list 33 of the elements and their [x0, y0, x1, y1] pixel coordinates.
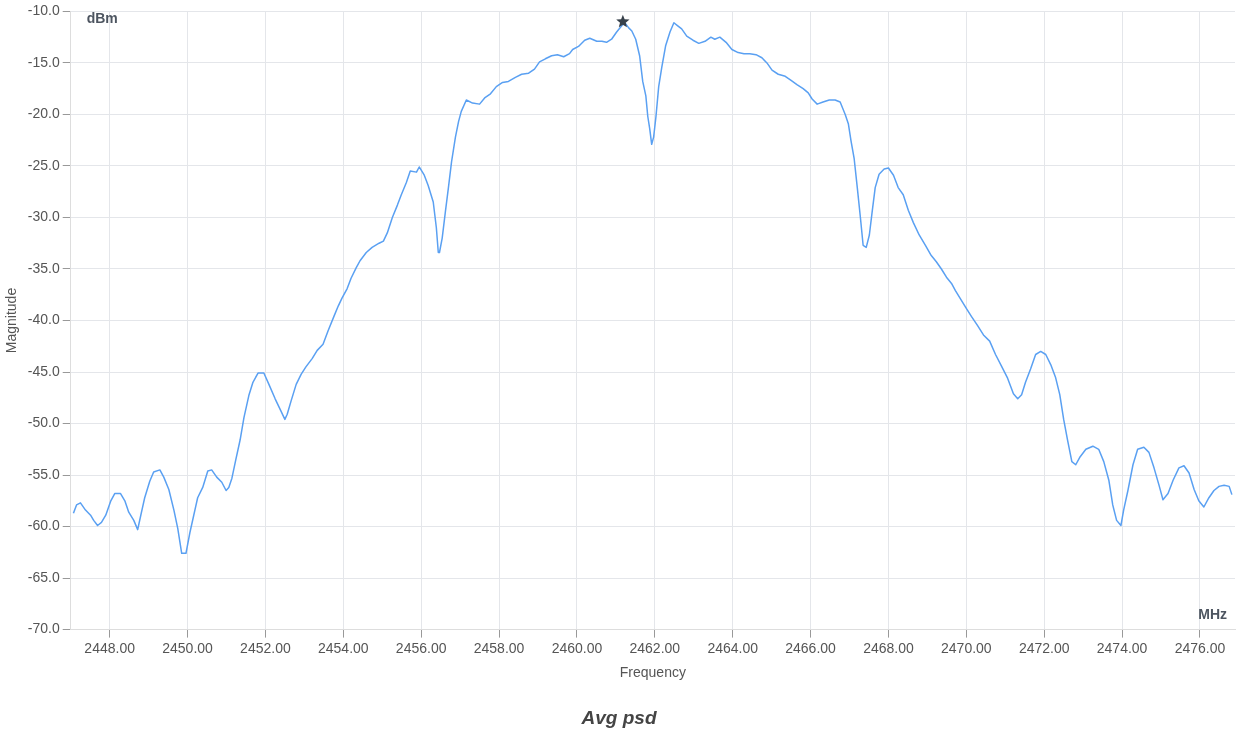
x-tick-label: 2472.00 [1018, 639, 1070, 656]
y-tick-label: -45.0 [27, 362, 60, 379]
y-tick-label: -25.0 [27, 156, 60, 173]
x-tick-label: 2474.00 [1096, 639, 1148, 656]
x-tick-label: 2462.00 [629, 639, 681, 656]
y-tick-label: -50.0 [27, 414, 60, 431]
y-tick-label: -60.0 [27, 517, 60, 534]
y-tick-label: -30.0 [27, 208, 60, 225]
x-tick-label: 2466.00 [785, 639, 837, 656]
y-axis-title: Magnitude [3, 287, 20, 354]
x-tick-label: 2452.00 [240, 639, 291, 656]
text: Avg psd [580, 706, 657, 728]
y-tick-label: -65.0 [27, 568, 60, 585]
x-tick-label: 2454.00 [317, 639, 369, 656]
y-tick-label: -70.0 [27, 620, 60, 637]
x-tick-label: 2470.00 [941, 639, 992, 656]
x-tick-label: 2464.00 [707, 639, 759, 656]
y-tick-label: -20.0 [27, 105, 60, 122]
x-tick-label: 2448.00 [84, 639, 136, 656]
y-tick-label: -40.0 [27, 311, 60, 328]
x-tick-label: 2468.00 [863, 639, 914, 656]
x-tick-label: 2460.00 [551, 639, 603, 656]
y-tick-label: -15.0 [27, 53, 60, 70]
x-tick-label: 2476.00 [1174, 639, 1226, 656]
y-tick-label: -35.0 [27, 259, 60, 276]
y-tick-label: -10.0 [27, 2, 60, 19]
x-tick-label: 2450.00 [162, 639, 214, 656]
x-axis-title: Frequency [619, 663, 686, 680]
x-tick-label: 2458.00 [473, 639, 525, 656]
annotation: MHz [1198, 606, 1227, 623]
annotation: dBm [86, 10, 118, 27]
y-tick-label: -55.0 [27, 465, 60, 482]
x-tick-label: 2456.00 [395, 639, 447, 656]
